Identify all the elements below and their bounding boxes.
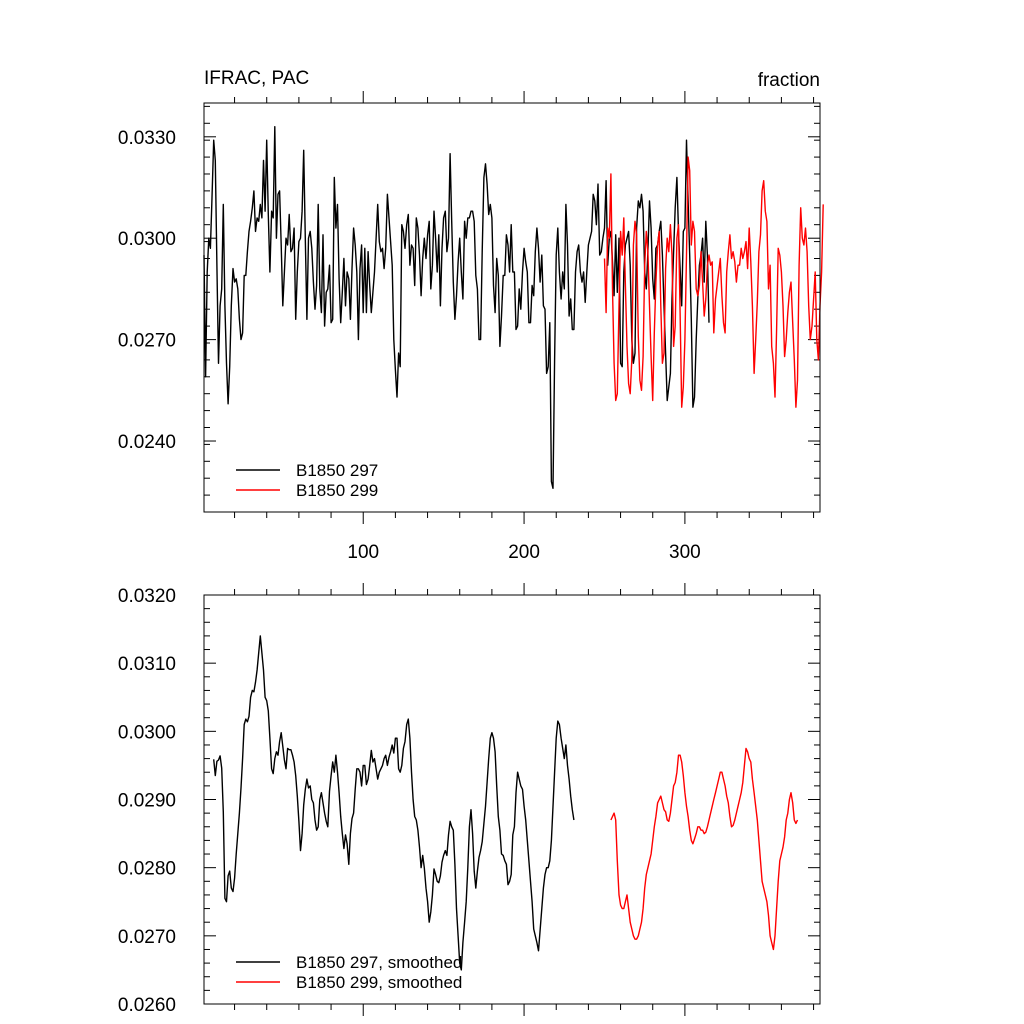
legend-label: B1850 299, smoothed (296, 973, 462, 992)
y-tick-label: 0.0280 (118, 859, 176, 880)
ifrac-raw-chart: IFRAC, PAC fraction 0.02400.02700.03000.… (118, 68, 824, 563)
y-tick-label: 0.0330 (118, 128, 176, 149)
x-tick-label: 300 (669, 542, 701, 563)
y-tick-label: 0.0270 (118, 331, 176, 352)
y-tick-label: 0.0270 (118, 927, 176, 948)
series-line-b1850-297 (203, 125, 710, 489)
series-group (203, 125, 824, 489)
y-tick-label: 0.0240 (118, 432, 176, 453)
y-tick-label: 0.0300 (118, 229, 176, 250)
legend-label: B1850 297 (296, 461, 378, 480)
chart-title-right: fraction (758, 70, 820, 91)
axis-ticks: 0.0240 0.0270 0.0300 0.0330 100 200 300 (118, 91, 820, 563)
x-tick-label: 200 (508, 542, 540, 563)
series-line-b1850-299 (603, 156, 824, 408)
series-group (213, 635, 799, 971)
legend-label: B1850 297, smoothed (296, 953, 462, 972)
chart-title-left: IFRAC, PAC (204, 68, 309, 89)
ifrac-smoothed-chart: 0.0260 0.0270 0.0280 0.0290 0.0300 0.0310 0.03… (118, 583, 821, 1016)
axis-ticks: 0.0260 0.0270 0.0280 0.0290 0.0300 0.0310 0.03… (118, 583, 820, 1016)
y-tick-label: 0.0260 (118, 995, 176, 1016)
series-line-b1850-299 (610, 747, 799, 951)
plot-frame (203, 594, 821, 1005)
plot-frame (203, 102, 821, 513)
y-tick-label: 0.0320 (118, 586, 176, 607)
series-line-b1850-297 (213, 635, 575, 971)
legend-label: B1850 299 (296, 481, 378, 500)
y-tick-label: 0.0300 (118, 722, 176, 743)
x-tick-label: 100 (347, 542, 379, 563)
y-tick-label: 0.0310 (118, 654, 176, 675)
y-tick-label: 0.0290 (118, 791, 176, 812)
